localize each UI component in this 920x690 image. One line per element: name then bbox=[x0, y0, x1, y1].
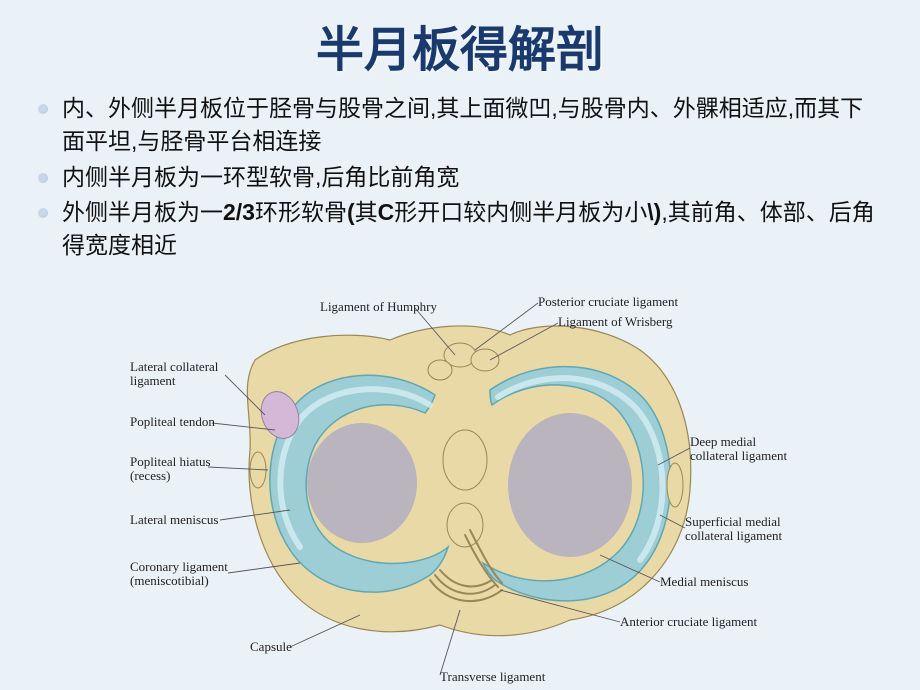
bullet-text: 内侧半月板为一环型软骨,后角比前角宽 bbox=[62, 161, 459, 194]
anatomy-label: Medial meniscus bbox=[660, 575, 748, 589]
bullet-dot-icon bbox=[38, 173, 48, 183]
anatomy-label: Deep medialcollateral ligament bbox=[690, 435, 787, 464]
meniscus-svg bbox=[130, 295, 790, 690]
anatomy-label: Popliteal tendon bbox=[130, 415, 215, 429]
bullet-list: 内、外侧半月板位于胫骨与股骨之间,其上面微凹,与股骨内、外髁相适应,而其下面平坦… bbox=[0, 80, 920, 263]
anatomy-label: Ligament of Wrisberg bbox=[558, 315, 673, 329]
page-title: 半月板得解剖 bbox=[0, 0, 920, 80]
bullet-dot-icon bbox=[38, 104, 48, 114]
anatomy-diagram: Ligament of Humphry Posterior cruciate li… bbox=[130, 295, 790, 690]
anatomy-label: Capsule bbox=[250, 640, 292, 654]
anatomy-label: Lateral collateralligament bbox=[130, 360, 218, 389]
anatomy-label: Ligament of Humphry bbox=[320, 300, 437, 314]
anatomy-label: Superficial medialcollateral ligament bbox=[685, 515, 782, 544]
bullet-item: 外侧半月板为一2/3环形软骨(其C形开口较内侧半月板为小\),其前角、体部、后角… bbox=[38, 196, 882, 263]
bullet-text: 内、外侧半月板位于胫骨与股骨之间,其上面微凹,与股骨内、外髁相适应,而其下面平坦… bbox=[62, 92, 882, 159]
anatomy-label: Posterior cruciate ligament bbox=[538, 295, 678, 309]
anatomy-label: Popliteal hiatus(recess) bbox=[130, 455, 211, 484]
anatomy-label: Lateral meniscus bbox=[130, 513, 218, 527]
bullet-dot-icon bbox=[38, 208, 48, 218]
anatomy-label: Anterior cruciate ligament bbox=[620, 615, 757, 629]
anatomy-label: Coronary ligament(meniscotibial) bbox=[130, 560, 228, 589]
bullet-item: 内侧半月板为一环型软骨,后角比前角宽 bbox=[38, 161, 882, 194]
bullet-item: 内、外侧半月板位于胫骨与股骨之间,其上面微凹,与股骨内、外髁相适应,而其下面平坦… bbox=[38, 92, 882, 159]
anatomy-label: Transverse ligament bbox=[440, 670, 545, 684]
bullet-text: 外侧半月板为一2/3环形软骨(其C形开口较内侧半月板为小\),其前角、体部、后角… bbox=[62, 196, 882, 263]
